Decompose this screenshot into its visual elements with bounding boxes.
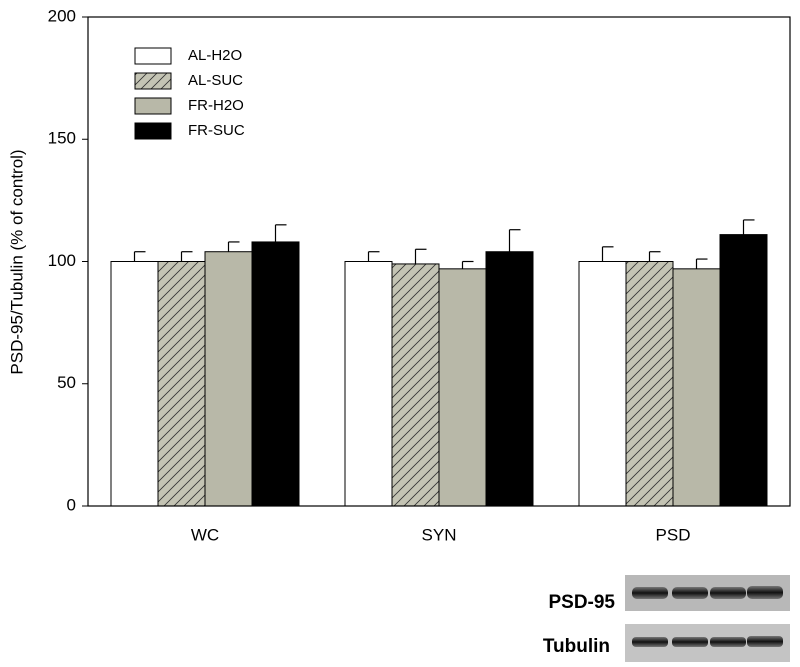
x-tick-label: SYN [422, 525, 457, 544]
legend-label: AL-H2O [188, 47, 242, 64]
legend-label: FR-SUC [188, 122, 245, 139]
legend-swatch [134, 122, 172, 140]
x-tick-label: PSD [656, 525, 691, 544]
y-tick-label: 0 [67, 495, 76, 514]
bar [625, 261, 674, 507]
western-blot: PSD-95 Tubulin [543, 575, 790, 662]
legend-label: AL-SUC [188, 72, 243, 89]
bar [157, 261, 206, 507]
legend-swatch [134, 47, 172, 65]
bar [391, 263, 440, 507]
legend-swatch [134, 97, 172, 115]
bar [719, 234, 768, 507]
x-tick-label: WC [191, 525, 219, 544]
plot-frame [87, 16, 791, 507]
bands [632, 586, 783, 647]
bar [578, 261, 627, 507]
legend-swatch [134, 72, 172, 90]
bar [438, 268, 487, 507]
bar [251, 241, 300, 507]
y-tick-label: 150 [48, 129, 76, 148]
blot-label: PSD-95 [548, 592, 615, 613]
legend-label: FR-H2O [188, 97, 244, 114]
y-tick-label: 50 [57, 373, 76, 392]
bar [110, 261, 159, 507]
bar [672, 268, 721, 507]
blot-label: Tubulin [543, 636, 610, 657]
y-tick-label: 100 [48, 251, 76, 270]
y-tick-label: 200 [48, 6, 76, 25]
bar [204, 251, 253, 507]
bar [344, 261, 393, 507]
bar [485, 251, 534, 507]
y-axis-label: PSD-95/Tubulin (% of control) [7, 149, 26, 374]
